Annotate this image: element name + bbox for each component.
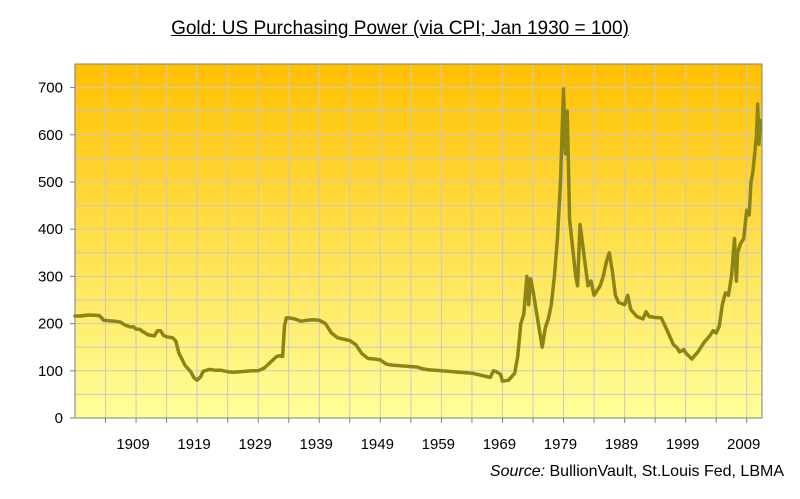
y-tick-label: 700 [38, 80, 63, 97]
y-tick-label: 300 [38, 268, 63, 285]
x-tick-label: 1909 [116, 436, 149, 453]
gold-purchasing-power-line [73, 87, 762, 383]
grid-lines [75, 64, 762, 418]
y-tick-label: 200 [38, 316, 63, 333]
x-tick-label: 1999 [666, 436, 699, 453]
x-tick-label: 1929 [238, 436, 271, 453]
x-tick-label: 1959 [422, 436, 455, 453]
source-label: Source: [489, 463, 546, 480]
chart-title: Gold: US Purchasing Power (via CPI; Jan … [171, 18, 629, 39]
x-tick-label: 1919 [177, 436, 210, 453]
y-tick-label: 500 [38, 174, 63, 191]
x-tick-label: 1949 [361, 436, 394, 453]
x-axis-tick-labels: 1909 1919 1929 1939 1949 1959 1969 1979 1989 1999… [116, 436, 760, 453]
x-tick-label: 1969 [483, 436, 516, 453]
x-tick-label: 1979 [544, 436, 577, 453]
x-tick-label: 1939 [300, 436, 333, 453]
y-tick-label: 600 [38, 127, 63, 144]
y-axis-tick-labels: 0 100 200 300 400 500 600 700 [38, 80, 63, 427]
y-tick-label: 0 [55, 410, 63, 427]
plot-area-border [74, 63, 763, 419]
source-credit: Source: BullionVault, St.Louis Fed, LBMA [490, 463, 784, 481]
y-tick-label: 400 [38, 221, 63, 238]
plot-area-background [75, 64, 762, 418]
x-tick-label: 1989 [605, 436, 638, 453]
source-text: BullionVault, St.Louis Fed, LBMA [545, 463, 785, 480]
y-tick-label: 100 [38, 363, 63, 380]
axes [70, 87, 748, 423]
x-tick-label: 2009 [727, 436, 760, 453]
